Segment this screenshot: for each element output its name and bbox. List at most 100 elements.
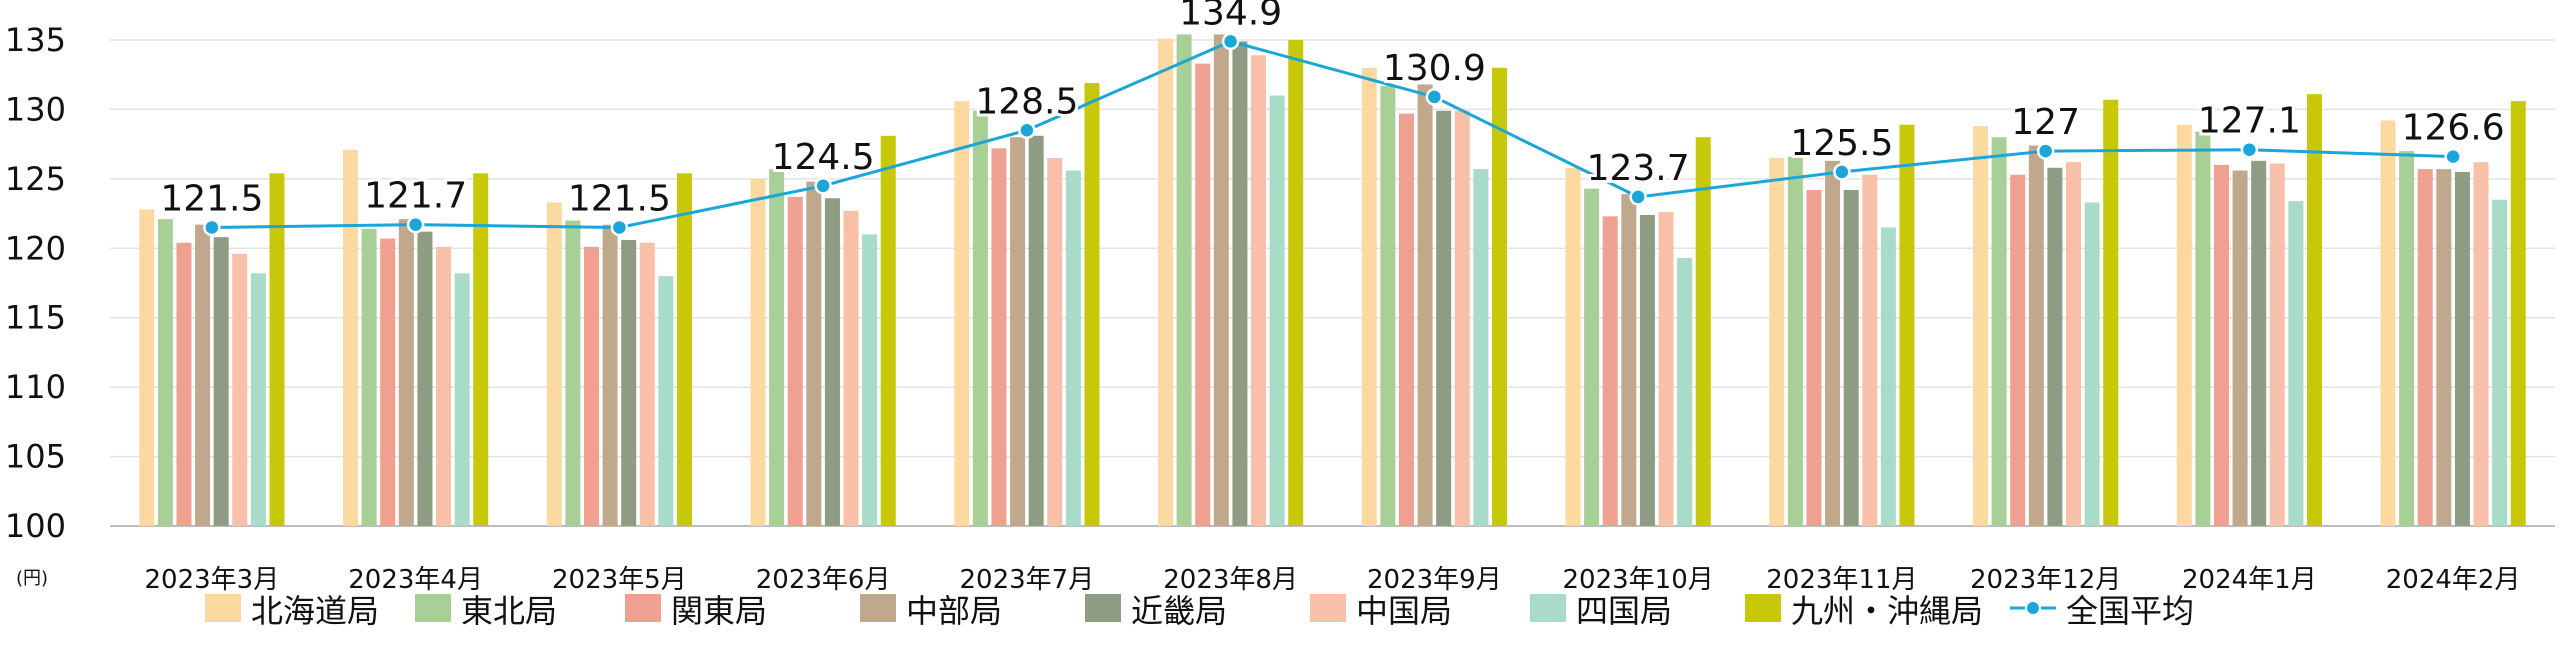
legend: 北海道局 東北局 関東局 中部局 近畿局 中国局 四国局 九州・沖縄局 全国平均	[205, 592, 2194, 630]
bar	[269, 173, 285, 526]
gridlines	[110, 39, 2555, 527]
legend-swatch	[1745, 594, 1781, 622]
bar	[1158, 38, 1174, 527]
data-label: 126.6	[2402, 108, 2505, 149]
bar	[2417, 169, 2433, 526]
bar	[954, 101, 970, 527]
line-point	[2240, 140, 2259, 159]
bar	[1065, 170, 1081, 527]
line-point	[1018, 121, 1036, 140]
bar	[843, 210, 859, 526]
bar	[2306, 94, 2322, 526]
line-point	[203, 218, 221, 237]
legend-swatch	[860, 594, 896, 622]
legend-swatch	[415, 594, 451, 622]
bar	[1491, 67, 1507, 527]
bar	[473, 173, 489, 526]
bar	[2454, 171, 2470, 526]
bar	[750, 178, 766, 526]
bar	[1047, 158, 1063, 526]
bar	[2010, 174, 2026, 527]
y-tick-label: 130	[5, 90, 66, 128]
data-label: 121.5	[568, 178, 671, 219]
bar	[2436, 169, 2452, 526]
bar	[2510, 101, 2526, 527]
line-point	[1833, 163, 1851, 181]
x-axis-ticks: 2023年3月 2023年4月 2023年5月 2023年6月 2023年7月 2023年…	[145, 565, 2521, 595]
bar	[2399, 151, 2415, 527]
bar	[676, 173, 692, 526]
y-tick-label: 115	[5, 299, 66, 337]
x-tick-label: 2023年11月	[1766, 565, 1917, 595]
bar	[343, 149, 359, 526]
bar	[417, 231, 433, 526]
bar	[1862, 174, 1878, 527]
data-label: 125.5	[1790, 123, 1893, 164]
legend-marker	[2025, 600, 2041, 616]
bar	[972, 110, 988, 527]
line-point	[1221, 32, 1240, 51]
legend-label: 中部局	[906, 592, 1002, 630]
data-label: 128.5	[975, 81, 1078, 122]
bar	[1380, 85, 1396, 526]
bar	[2213, 164, 2229, 526]
bar	[1213, 34, 1229, 527]
x-tick-label: 2023年5月	[552, 565, 687, 595]
bar	[2492, 199, 2508, 526]
bar	[1361, 67, 1377, 527]
legend-swatch	[1530, 594, 1566, 622]
legend-label: 全国平均	[2066, 592, 2194, 630]
y-unit-label: (円)	[16, 568, 48, 589]
legend-label: 関東局	[671, 592, 767, 630]
bar	[1621, 194, 1637, 527]
line-point	[610, 218, 629, 237]
bar	[1695, 137, 1711, 526]
bar	[1973, 126, 1989, 526]
legend-swatch	[625, 594, 661, 622]
legend-label: 近畿局	[1131, 592, 1227, 630]
bar	[1825, 160, 1841, 526]
y-tick-label: 135	[5, 21, 66, 59]
data-label: 134.9	[1179, 0, 1282, 33]
bar	[546, 202, 562, 526]
bar	[1251, 55, 1267, 526]
bar	[1010, 137, 1026, 526]
bar	[398, 219, 414, 526]
bar	[583, 246, 599, 526]
bar	[1658, 212, 1674, 526]
bar	[380, 238, 396, 526]
average-line: 121.5 121.7 121.5 124.5 128.5 134.9 130.9 123.7…	[157, 0, 2508, 237]
bar	[806, 181, 822, 527]
y-tick-label: 125	[5, 160, 66, 198]
legend-swatch	[1085, 594, 1121, 622]
bar	[602, 224, 618, 526]
x-tick-label: 2023年10月	[1562, 565, 1713, 595]
legend-label: 四国局	[1576, 592, 1672, 630]
x-tick-label: 2023年7月	[960, 565, 1095, 595]
x-tick-label: 2023年9月	[1367, 565, 1502, 595]
bar	[1417, 84, 1433, 526]
bar	[1806, 189, 1822, 527]
line-point	[2036, 142, 2055, 160]
legend-label: 九州・沖縄局	[1791, 592, 1983, 630]
bar	[621, 239, 637, 526]
bar	[1899, 124, 1915, 527]
bar	[2288, 201, 2304, 526]
y-axis-ticks: 100 105 110 115 120 125 130 135	[5, 21, 66, 545]
bar	[2103, 99, 2119, 527]
bar	[1565, 167, 1581, 526]
y-tick-label: 100	[5, 507, 66, 545]
bar	[1769, 158, 1785, 526]
y-tick-label: 110	[5, 368, 66, 406]
bar	[1787, 156, 1803, 526]
bar	[1436, 110, 1452, 527]
bar	[2251, 160, 2267, 526]
line-point	[1425, 88, 1444, 106]
bar	[1269, 95, 1285, 527]
average-line-path	[211, 39, 2454, 229]
bar	[250, 273, 266, 526]
bar	[658, 276, 674, 526]
y-tick-label: 120	[5, 229, 66, 267]
x-tick-label: 2023年12月	[1970, 565, 2121, 595]
x-tick-label: 2023年6月	[756, 565, 891, 595]
